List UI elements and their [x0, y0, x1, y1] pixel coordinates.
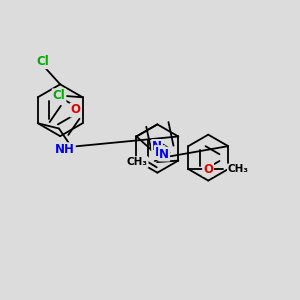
- Text: Cl: Cl: [37, 55, 50, 68]
- Text: CH₃: CH₃: [127, 157, 148, 167]
- Text: NH: NH: [55, 143, 75, 156]
- Text: N: N: [155, 146, 165, 159]
- Text: N: N: [152, 140, 162, 153]
- Text: CH₃: CH₃: [227, 164, 248, 174]
- Text: O: O: [203, 163, 213, 176]
- Text: Cl: Cl: [53, 89, 65, 102]
- Text: N: N: [159, 148, 169, 160]
- Text: O: O: [70, 103, 80, 116]
